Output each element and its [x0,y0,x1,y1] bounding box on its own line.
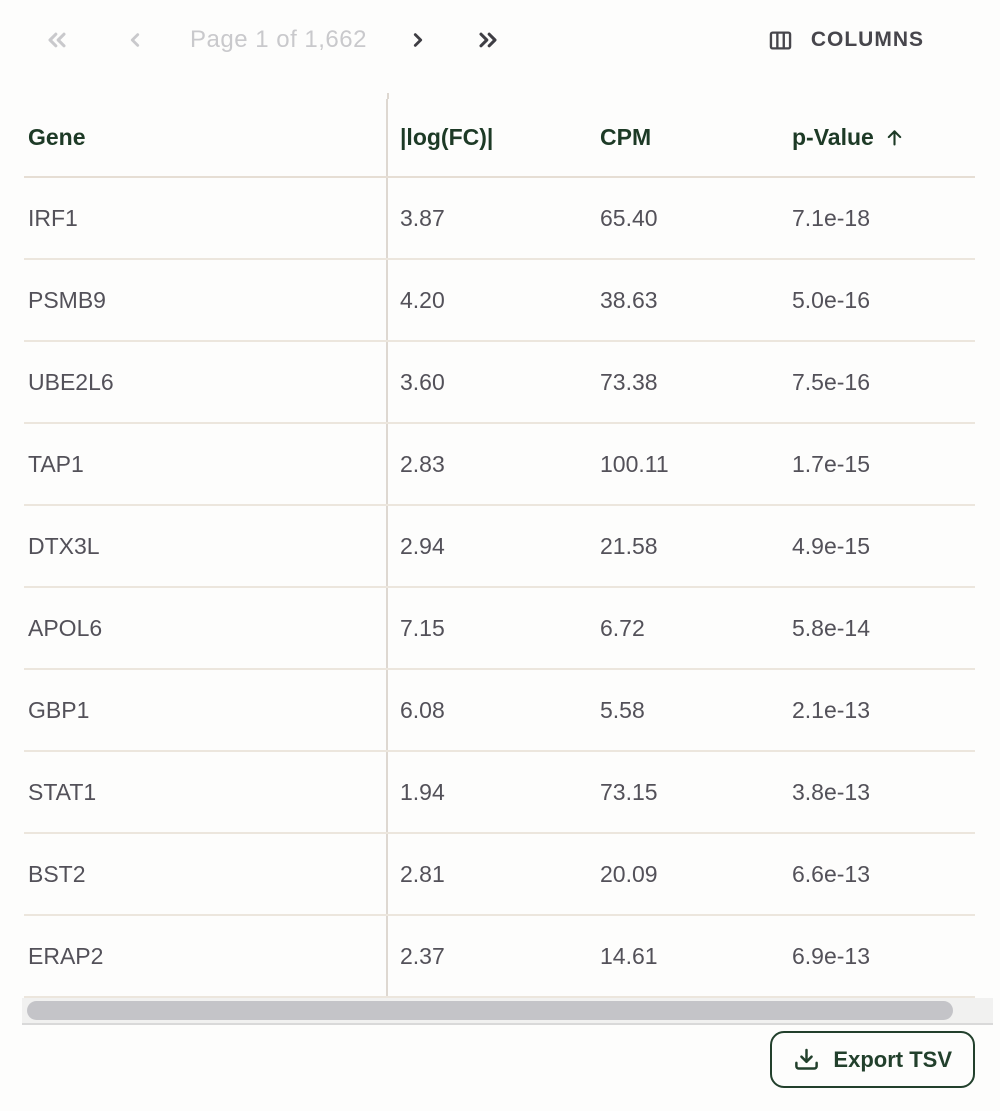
column-divider [387,93,389,99]
table-row[interactable]: IRF1 3.87 65.40 7.1e-18 [24,177,975,260]
cpm-cell: 6.72 [592,587,772,670]
columns-layout-icon [767,27,794,54]
table-body: IRF1 3.87 65.40 7.1e-18 PSMB9 4.20 38.63… [24,177,975,998]
chevron-right-icon [405,27,431,53]
logfc-cell: 1.94 [386,751,592,834]
logfc-cell: 2.37 [386,915,592,998]
gene-cell: GBP1 [24,669,387,752]
pvalue-cell: 2.1e-13 [772,669,975,752]
column-header-pvalue-label: p-Value [792,124,874,150]
gene-cell: ERAP2 [24,915,387,998]
chevrons-right-icon [474,26,502,54]
cpm-cell: 65.40 [592,177,772,260]
logfc-cell: 2.83 [386,423,592,506]
cpm-cell: 73.38 [592,341,772,424]
table-row[interactable]: ERAP2 2.37 14.61 6.9e-13 [24,915,975,998]
pvalue-cell: 6.9e-13 [772,915,975,998]
logfc-cell: 6.08 [386,669,592,752]
pvalue-cell: 5.0e-16 [772,259,975,342]
column-header-gene[interactable]: Gene [24,99,387,178]
gene-cell: DTX3L [24,505,387,588]
chevrons-left-icon [43,26,71,54]
columns-button-label: COLUMNS [810,28,924,51]
column-header-cpm[interactable]: CPM [592,99,772,178]
prev-page-button[interactable] [120,25,150,55]
horizontal-scrollbar-thumb[interactable] [27,1001,953,1020]
export-row: Export TSV [0,1031,975,1088]
gene-table: Gene |log(FC)| CPM p-Value [24,99,975,998]
table-row[interactable]: DTX3L 2.94 21.58 4.9e-15 [24,505,975,588]
columns-button[interactable]: COLUMNS [767,22,924,58]
pvalue-cell: 7.1e-18 [772,177,975,260]
gene-cell: UBE2L6 [24,341,387,424]
horizontal-scrollbar-track[interactable] [22,998,993,1025]
last-page-button[interactable] [473,25,503,55]
cpm-cell: 5.58 [592,669,772,752]
export-tsv-label: Export TSV [833,1046,952,1072]
pagination-bar: Page 1 of 1,662 COLUMNS [0,18,1000,62]
cpm-cell: 73.15 [592,751,772,834]
gene-cell: APOL6 [24,587,387,670]
pvalue-cell: 6.6e-13 [772,833,975,916]
cpm-cell: 100.11 [592,423,772,506]
next-page-button[interactable] [403,25,433,55]
gene-cell: STAT1 [24,751,387,834]
gene-cell: IRF1 [24,177,387,260]
table-row[interactable]: UBE2L6 3.60 73.38 7.5e-16 [24,341,975,424]
table-header: Gene |log(FC)| CPM p-Value [24,99,975,178]
table-row[interactable]: STAT1 1.94 73.15 3.8e-13 [24,751,975,834]
pvalue-cell: 5.8e-14 [772,587,975,670]
logfc-cell: 7.15 [386,587,592,670]
logfc-cell: 2.94 [386,505,592,588]
logfc-cell: 3.87 [386,177,592,260]
cpm-cell: 20.09 [592,833,772,916]
gene-cell: PSMB9 [24,259,387,342]
download-icon [793,1046,820,1073]
first-page-button[interactable] [42,25,72,55]
pvalue-cell: 7.5e-16 [772,341,975,424]
column-header-logfc[interactable]: |log(FC)| [386,99,592,178]
logfc-cell: 2.81 [386,833,592,916]
table-row[interactable]: APOL6 7.15 6.72 5.8e-14 [24,587,975,670]
table-row[interactable]: PSMB9 4.20 38.63 5.0e-16 [24,259,975,342]
column-header-pvalue[interactable]: p-Value [772,99,975,178]
page-indicator: Page 1 of 1,662 [190,26,367,53]
logfc-cell: 3.60 [386,341,592,424]
chevron-left-icon [122,27,148,53]
cpm-cell: 21.58 [592,505,772,588]
export-tsv-button[interactable]: Export TSV [770,1031,975,1088]
gene-table-container: Gene |log(FC)| CPM p-Value [24,93,975,998]
pvalue-cell: 1.7e-15 [772,423,975,506]
cpm-cell: 38.63 [592,259,772,342]
sort-arrow-up-icon [884,127,905,148]
gene-cell: BST2 [24,833,387,916]
table-row[interactable]: TAP1 2.83 100.11 1.7e-15 [24,423,975,506]
cpm-cell: 14.61 [592,915,772,998]
pvalue-cell: 4.9e-15 [772,505,975,588]
pvalue-cell: 3.8e-13 [772,751,975,834]
table-row[interactable]: GBP1 6.08 5.58 2.1e-13 [24,669,975,752]
logfc-cell: 4.20 [386,259,592,342]
table-row[interactable]: BST2 2.81 20.09 6.6e-13 [24,833,975,916]
gene-cell: TAP1 [24,423,387,506]
